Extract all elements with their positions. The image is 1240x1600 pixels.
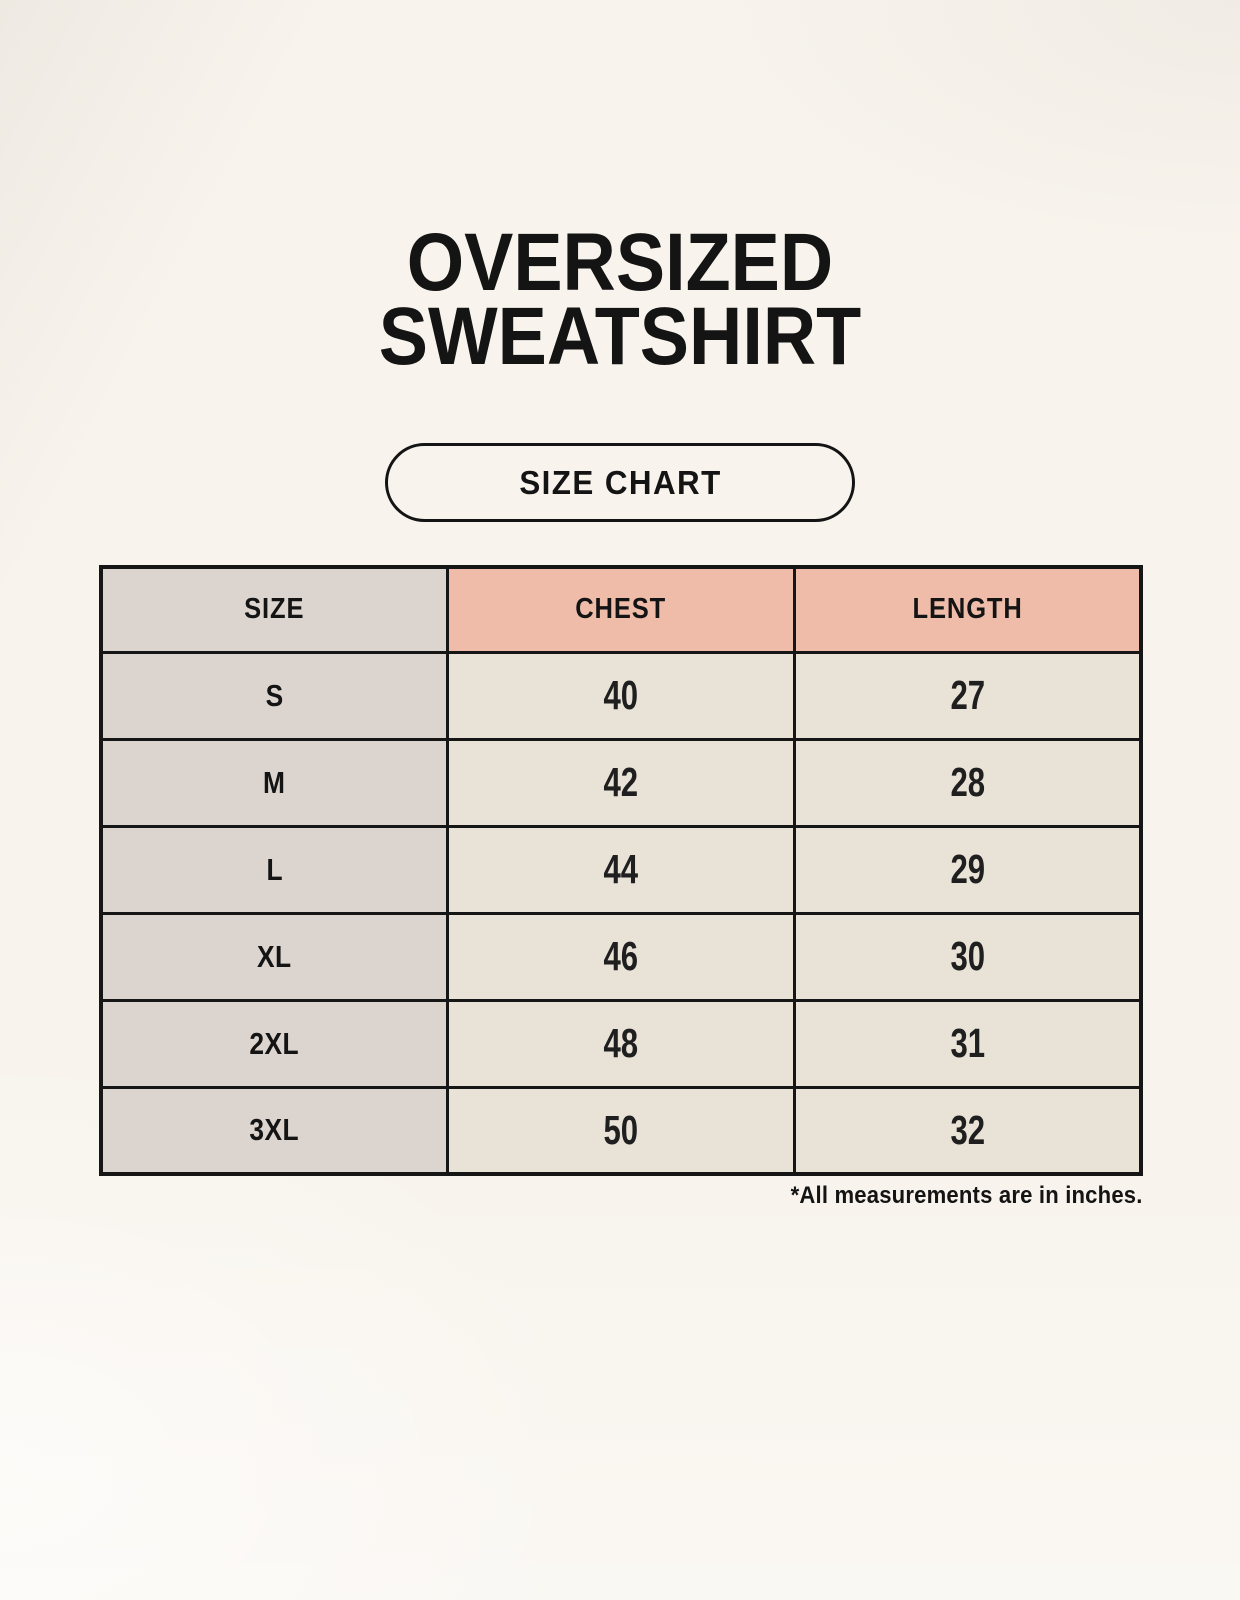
size-label: L — [266, 851, 283, 887]
length-cell-3xl: 32 — [792, 1085, 1143, 1176]
size-chart-badge-label: SIZE CHART — [518, 463, 722, 501]
length-value: 28 — [950, 759, 985, 805]
size-label: 2XL — [249, 1025, 300, 1061]
chest-value: 50 — [603, 1106, 639, 1153]
size-label: M — [263, 764, 286, 800]
column-header-length: LENGTH — [792, 565, 1143, 654]
length-value: 27 — [950, 672, 985, 718]
size-cell-m: M — [99, 737, 450, 828]
table-row-3xl: 3XL 50 32 — [99, 1085, 1143, 1176]
length-value: 31 — [950, 1020, 985, 1066]
table-row-2xl: 2XL 48 31 — [99, 998, 1143, 1089]
chest-cell-m: 42 — [446, 737, 796, 828]
page-title-line-1: OVERSIZED — [406, 217, 834, 308]
length-cell-2xl: 31 — [792, 998, 1143, 1089]
page-title-line-2: SWEATSHIRT — [378, 291, 862, 382]
table-body: S 40 27 M 42 28 L 44 29 XL 46 30 2XL 48 … — [99, 650, 1143, 1176]
length-value: 30 — [950, 933, 985, 979]
chest-value: 48 — [603, 1020, 639, 1066]
page-title: OVERSIZED SWEATSHIRT — [0, 217, 1240, 382]
size-label: XL — [257, 938, 292, 974]
size-chart-table: SIZE CHEST LENGTH S 40 27 M 42 28 L 44 2… — [99, 565, 1143, 1176]
table-row-l: L 44 29 — [99, 824, 1143, 915]
measurements-note-text: *All measurements are in inches. — [791, 1182, 1143, 1209]
size-chart-badge: SIZE CHART — [385, 443, 855, 522]
length-value: 29 — [950, 846, 985, 892]
column-header-size: SIZE — [99, 565, 450, 654]
size-cell-s: S — [99, 650, 450, 741]
size-cell-2xl: 2XL — [99, 998, 450, 1089]
size-cell-3xl: 3XL — [99, 1085, 450, 1176]
chest-cell-l: 44 — [446, 824, 796, 915]
table-row-xl: XL 46 30 — [99, 911, 1143, 1002]
column-header-size-label: SIZE — [244, 593, 305, 626]
column-header-chest: CHEST — [446, 565, 796, 654]
chest-value: 42 — [603, 759, 639, 805]
chest-value: 46 — [603, 933, 639, 979]
length-cell-s: 27 — [792, 650, 1143, 741]
length-value: 32 — [950, 1106, 985, 1153]
chest-cell-2xl: 48 — [446, 998, 796, 1089]
chest-value: 40 — [603, 672, 639, 718]
chest-cell-xl: 46 — [446, 911, 796, 1002]
chest-cell-3xl: 50 — [446, 1085, 796, 1176]
column-header-chest-label: CHEST — [575, 593, 667, 626]
size-cell-xl: XL — [99, 911, 450, 1002]
chest-value: 44 — [603, 846, 639, 892]
table-row-m: M 42 28 — [99, 737, 1143, 828]
length-cell-l: 29 — [792, 824, 1143, 915]
measurements-note: *All measurements are in inches. — [99, 1182, 1143, 1210]
table-row-s: S 40 27 — [99, 650, 1143, 741]
length-cell-m: 28 — [792, 737, 1143, 828]
chest-cell-s: 40 — [446, 650, 796, 741]
column-header-length-label: LENGTH — [912, 593, 1023, 626]
length-cell-xl: 30 — [792, 911, 1143, 1002]
table-header: SIZE CHEST LENGTH — [99, 565, 1143, 654]
size-label: S — [265, 677, 284, 713]
size-label: 3XL — [249, 1112, 300, 1148]
size-cell-l: L — [99, 824, 450, 915]
header-row: SIZE CHEST LENGTH — [99, 565, 1143, 654]
